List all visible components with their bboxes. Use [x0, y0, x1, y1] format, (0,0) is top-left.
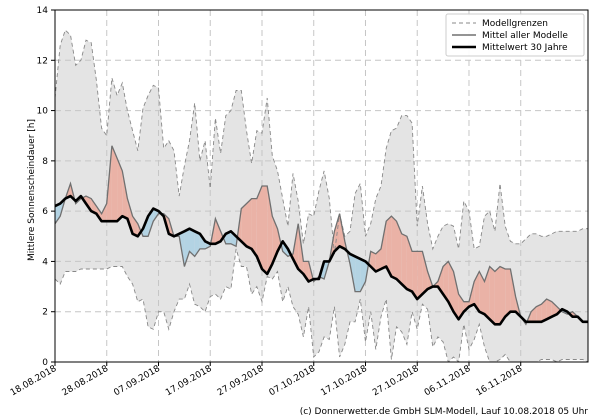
- above-normal-fill: [251, 198, 257, 257]
- y-axis-label: Mittlere Sonnenscheindauer [h]: [27, 119, 37, 261]
- above-normal-fill: [215, 218, 221, 244]
- above-normal-fill: [122, 170, 128, 219]
- y-tick-label: 2: [42, 308, 48, 318]
- plot-area: [55, 10, 588, 362]
- above-normal-fill: [417, 251, 423, 300]
- x-tick-label: 27.09.2018: [216, 364, 266, 399]
- above-normal-fill: [494, 266, 500, 325]
- legend: Modellgrenzen Mittel aller Modelle Mittelw…: [445, 13, 585, 57]
- below-normal-fill: [355, 256, 361, 292]
- below-normal-fill: [189, 228, 195, 257]
- legend-label-mean: Mittel aller Modelle: [482, 31, 568, 41]
- above-normal-fill: [505, 269, 511, 317]
- y-tick-label: 4: [42, 257, 48, 267]
- above-normal-fill: [396, 221, 402, 285]
- model-mean-line: [55, 145, 588, 326]
- above-normal-fill: [91, 198, 97, 214]
- above-normal-fill: [443, 261, 449, 302]
- y-tick-label: 12: [37, 56, 48, 66]
- credit-text: (c) Donnerwetter.de GmbH SLM-Modell, Lau…: [300, 407, 589, 417]
- plot-frame: [54, 9, 589, 363]
- above-normal-fill: [127, 198, 133, 234]
- above-normal-fill: [479, 271, 485, 315]
- above-normal-fill: [541, 299, 547, 322]
- above-normal-fill: [474, 271, 480, 312]
- x-tick-label: 18.08.2018: [9, 364, 59, 399]
- y-tick-label: 8: [42, 157, 48, 167]
- above-normal-fill: [111, 145, 118, 222]
- above-normal-fill: [101, 203, 107, 222]
- above-normal-fill: [546, 299, 552, 320]
- below-normal-fill: [184, 228, 190, 267]
- y-tick-label: 6: [42, 207, 48, 217]
- above-normal-fill: [391, 216, 397, 279]
- y-tick-label: 14: [37, 6, 49, 16]
- above-normal-fill: [500, 266, 506, 325]
- legend-box: [445, 13, 585, 57]
- plot-content: [55, 10, 588, 362]
- above-normal-fill: [453, 271, 459, 320]
- x-tick-label: 17.09.2018: [164, 364, 214, 399]
- x-tick-label: 16.11.2018: [475, 364, 525, 399]
- above-normal-fill: [386, 216, 392, 277]
- y-tick-label: 10: [37, 107, 49, 117]
- above-normal-fill: [132, 216, 138, 237]
- above-normal-fill: [303, 261, 309, 282]
- legend-label-bounds: Modellgrenzen: [482, 19, 548, 29]
- above-normal-fill: [267, 186, 273, 274]
- x-tick-label: 07.10.2018: [268, 364, 318, 399]
- y-tick-label: 0: [42, 358, 48, 368]
- lower-bound-line: [55, 248, 588, 362]
- above-normal-fill: [412, 251, 418, 300]
- above-normal-fill: [401, 233, 407, 290]
- above-normal-fill: [381, 221, 387, 269]
- x-tick-label: 27.10.2018: [371, 364, 421, 399]
- above-normal-fill: [510, 269, 516, 312]
- above-normal-fill: [256, 186, 262, 269]
- x-tick-label: 06.11.2018: [423, 364, 473, 399]
- above-normal-fill: [422, 251, 428, 295]
- above-normal-fill: [375, 248, 381, 272]
- above-normal-fill: [262, 186, 268, 274]
- above-normal-fill: [536, 304, 542, 322]
- above-normal-fill: [241, 203, 247, 247]
- above-normal-fill: [406, 236, 413, 292]
- above-normal-fill: [551, 301, 557, 317]
- below-normal-fill: [55, 203, 61, 224]
- x-tick-label: 17.10.2018: [319, 364, 369, 399]
- x-tick-label: 28.08.2018: [61, 364, 111, 399]
- climatology-line: [55, 194, 588, 326]
- legend-label-clim: Mittelwert 30 Jahre: [482, 43, 568, 53]
- above-normal-fill: [246, 198, 252, 249]
- above-normal-fill: [489, 266, 495, 325]
- above-normal-fill: [117, 158, 123, 222]
- x-tick-label: 07.09.2018: [112, 364, 162, 399]
- above-normal-fill: [448, 261, 454, 312]
